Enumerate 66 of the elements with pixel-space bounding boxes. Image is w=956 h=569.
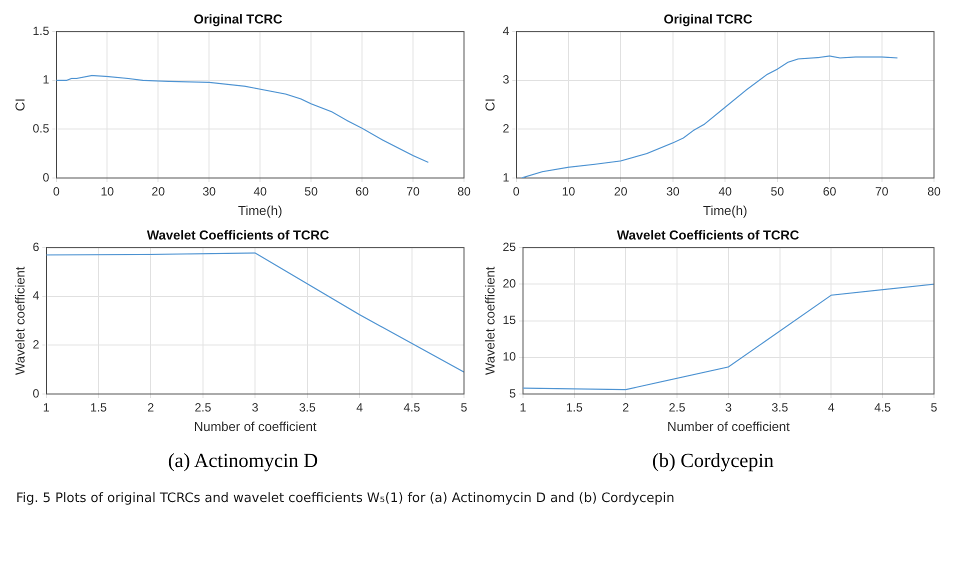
- x-tick-label: 1.5: [90, 400, 108, 415]
- x-axis-title: Time(h): [702, 202, 748, 218]
- chart-title: Wavelet Coefficients of TCRC: [616, 227, 800, 242]
- chart-title: Original TCRC: [194, 11, 284, 26]
- x-tick-label: 1: [520, 400, 527, 415]
- y-tick-label: 0.5: [32, 122, 50, 136]
- y-tick-label: 4: [32, 288, 40, 303]
- y-tick-label: 1: [42, 72, 50, 87]
- y-tick-label: 3: [502, 72, 510, 87]
- x-tick-label: 4: [828, 400, 835, 415]
- x-tick-label: 60: [822, 184, 837, 199]
- x-tick-label: 2: [147, 400, 154, 415]
- x-tick-label: 0: [52, 184, 60, 199]
- x-tick-label: 1.5: [566, 400, 583, 415]
- y-tick-label: 0: [32, 386, 40, 400]
- x-tick-label: 30: [666, 184, 680, 199]
- y-axis-title: CI: [12, 98, 28, 112]
- y-tick-label: 0: [42, 170, 50, 184]
- x-tick-label: 60: [355, 184, 370, 199]
- chart-title: Original TCRC: [664, 11, 754, 26]
- x-tick-label: 80: [457, 184, 471, 199]
- caption: Fig. 5 Plots of original TCRCs and wavelet coefficients W₅(1) for (a) Actinomycin D and (b) Cordycepin: [15, 491, 676, 506]
- x-tick-label: 80: [927, 184, 941, 199]
- x-tick-label: 30: [202, 184, 216, 199]
- y-tick-label: 25: [502, 240, 516, 254]
- x-tick-label: 4.5: [874, 400, 892, 415]
- x-tick-label: 3.5: [299, 400, 316, 415]
- x-tick-label: 2: [622, 400, 630, 415]
- text: (b) Cordycepin: [651, 450, 775, 473]
- y-tick-label: 15: [502, 313, 516, 328]
- y-tick-label: 1: [502, 170, 510, 184]
- y-tick-label: 20: [502, 276, 516, 291]
- x-tick-label: 5: [930, 400, 938, 415]
- x-tick-label: 2.5: [194, 400, 212, 415]
- x-tick-label: 3: [252, 400, 259, 415]
- x-tick-label: 10: [100, 184, 114, 199]
- x-tick-label: 3.5: [772, 400, 789, 415]
- y-tick-label: 4: [502, 24, 510, 38]
- x-tick-label: 70: [875, 184, 889, 199]
- x-tick-label: 40: [718, 184, 732, 199]
- y-tick-label: 5: [509, 386, 516, 400]
- x-tick-label: 10: [562, 184, 576, 199]
- x-axis-title: Number of coefficient: [194, 418, 317, 434]
- y-tick-label: 1.5: [32, 24, 50, 38]
- x-tick-label: 70: [406, 184, 420, 199]
- x-tick-label: 4.5: [403, 400, 420, 415]
- y-axis-title: CI: [482, 98, 498, 112]
- x-tick-label: 20: [152, 184, 166, 199]
- y-tick-label: 6: [32, 240, 40, 254]
- x-tick-label: 5: [460, 400, 468, 415]
- y-axis-title: Wavelet coefficient: [482, 266, 498, 375]
- text: (a) Actinomycin D: [167, 450, 319, 473]
- x-tick-label: 4: [356, 400, 364, 415]
- x-tick-label: 50: [770, 184, 784, 199]
- y-tick-label: 2: [32, 338, 40, 352]
- x-axis-title: Time(h): [238, 202, 282, 218]
- y-axis-title: Wavelet coefficient: [12, 266, 28, 375]
- x-axis-title: Number of coefficient: [667, 418, 790, 434]
- chart-title: Wavelet Coefficients of TCRC: [146, 227, 330, 242]
- x-tick-label: 2.5: [668, 400, 686, 415]
- x-tick-label: 40: [253, 184, 268, 199]
- x-tick-label: 50: [304, 184, 318, 199]
- y-tick-label: 10: [502, 350, 516, 364]
- y-tick-label: 2: [502, 122, 510, 136]
- x-tick-label: 3: [725, 400, 732, 415]
- x-tick-label: 20: [614, 184, 628, 199]
